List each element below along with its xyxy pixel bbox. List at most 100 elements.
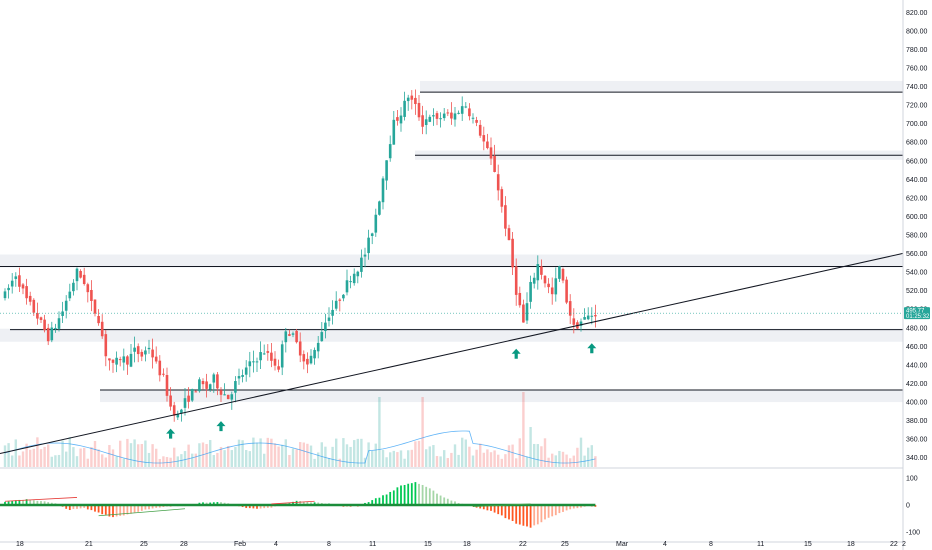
candle-body: [244, 367, 248, 375]
oscillator-bar: [270, 505, 273, 508]
volume-bar: [306, 443, 309, 467]
y-tick-label: 720.00: [906, 103, 928, 110]
candle-body: [219, 390, 223, 395]
volume-bar: [133, 439, 136, 467]
oscillator-bar: [7, 501, 10, 505]
x-tick-label: 25: [140, 541, 148, 548]
candle-body: [421, 115, 424, 127]
oscillator-bar: [18, 499, 21, 505]
candles: [3, 89, 597, 422]
y-tick-label: 680.00: [906, 140, 928, 147]
price-panel: [0, 80, 904, 469]
volume-bar: [360, 438, 363, 467]
volume-bar: [3, 445, 7, 467]
oscillator-axis: 100 0 -100: [906, 476, 920, 537]
candle-body: [190, 389, 194, 401]
candle-body: [226, 394, 230, 400]
volume-bar: [504, 454, 507, 467]
volume-bar: [83, 447, 86, 467]
candle-body: [403, 100, 406, 117]
candle-body: [108, 358, 111, 361]
volume-bar: [162, 456, 165, 467]
volume-bar: [594, 456, 597, 467]
candle-body: [331, 309, 334, 316]
oscillator-bar: [479, 505, 482, 509]
candle-body: [3, 291, 7, 299]
volume-bar: [450, 452, 453, 467]
divergence-line: [271, 500, 315, 505]
volume-bar: [273, 443, 277, 467]
volume-bar: [18, 455, 21, 467]
volume-bar: [486, 449, 489, 467]
volume-bar: [353, 440, 356, 467]
candle-body: [399, 115, 403, 124]
candle-body: [583, 317, 586, 320]
volume-bar: [461, 437, 464, 467]
up-arrow-icon: [587, 343, 597, 354]
oscillator-bar: [202, 502, 204, 505]
volume-bar: [407, 450, 410, 467]
candle-body: [122, 356, 126, 363]
candle-body: [176, 413, 180, 418]
volume-bar: [115, 456, 118, 467]
volume-bar: [392, 450, 395, 467]
oscillator-bar: [130, 505, 132, 514]
volume-bar: [21, 451, 25, 467]
candle-body: [507, 228, 511, 241]
oscillator-bar: [97, 505, 100, 513]
oscillator-bar: [540, 505, 543, 523]
candle-body: [288, 334, 291, 336]
volume-bar: [205, 444, 208, 467]
oscillator-bar: [407, 483, 410, 505]
oscillator-bar: [65, 505, 68, 509]
oscillator-bar: [490, 505, 492, 511]
volume-bar: [68, 437, 71, 467]
candle-body: [338, 299, 342, 301]
volume-bar: [263, 453, 266, 467]
oscillator-bar: [382, 495, 384, 505]
candle-body: [151, 349, 154, 358]
candle-body: [514, 266, 518, 295]
y-tick-label: 820.00: [906, 10, 928, 17]
candle-body: [320, 332, 324, 342]
volume-bar: [324, 446, 327, 467]
volume-bar: [518, 438, 521, 467]
volume-bar: [198, 443, 201, 467]
price-axis[interactable]: 820.00 800.00 780.00 760.00 740.00 720.00 700.…: [902, 0, 930, 550]
candle-body: [478, 124, 482, 136]
volume-bar: [572, 455, 575, 467]
time-axis[interactable]: 18 21 25 28 Feb 4 8 11 15 18 22 25 Mar 4 8 11 15 18 22 2: [0, 541, 906, 548]
volume-bar: [29, 449, 32, 467]
x-tick-label: 15: [424, 541, 432, 548]
y-tick-label: 560.00: [906, 251, 928, 258]
oscillator-bar: [266, 505, 269, 508]
volume-bar: [86, 458, 89, 467]
oscillator-bar: [4, 501, 6, 505]
volume-bar: [65, 451, 68, 467]
x-tick-label: 18: [16, 541, 24, 548]
volume-ma-line: [4, 430, 596, 464]
x-tick-label: 22: [519, 541, 527, 548]
volume-bar: [43, 446, 46, 467]
up-arrow-icon: [216, 421, 226, 432]
volume-bar: [75, 456, 79, 467]
volume-bar: [587, 447, 590, 467]
volume-bar: [320, 442, 323, 467]
candle-body: [471, 117, 475, 119]
x-tick-label: 18: [847, 541, 855, 548]
candle-body: [464, 106, 468, 108]
candle-body: [255, 361, 259, 363]
oscillator-bar: [508, 505, 510, 520]
volume-bar: [497, 454, 500, 467]
y-tick-label: 460.00: [906, 344, 928, 351]
oscillator-bar: [151, 505, 154, 509]
candle-body: [572, 318, 576, 325]
volume-bar: [482, 452, 485, 467]
oscillator-bar: [410, 483, 413, 505]
candle-body: [111, 359, 115, 363]
volume-bar: [309, 445, 313, 467]
candle-body: [252, 361, 255, 363]
oscillator-bar: [443, 497, 446, 505]
candle-body: [363, 254, 367, 257]
